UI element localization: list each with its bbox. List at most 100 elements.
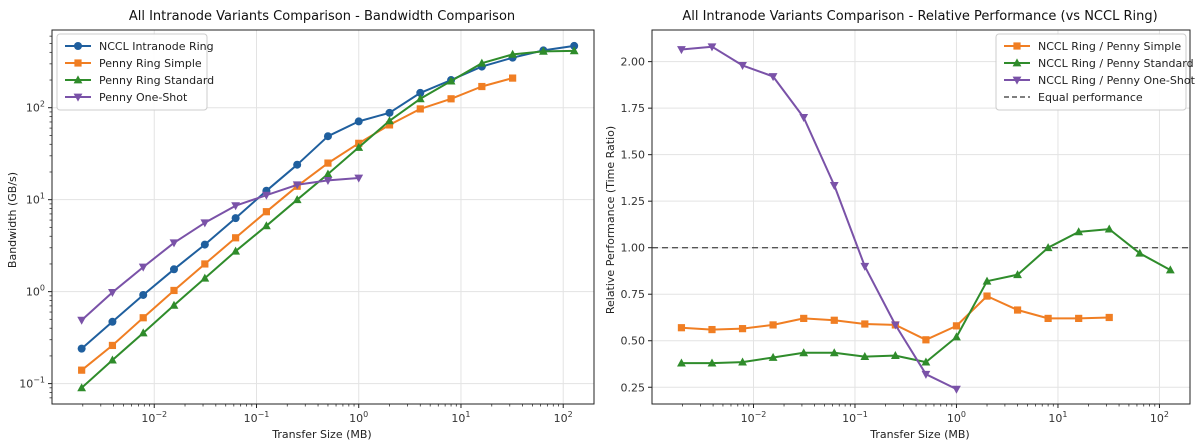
- data-point: [138, 263, 148, 272]
- data-point: [1105, 313, 1113, 322]
- y-tick-label: 102: [26, 100, 45, 115]
- data-point: [1044, 314, 1052, 323]
- legend-box: [995, 33, 1187, 111]
- data-point: [861, 320, 869, 328]
- data-point: [108, 289, 117, 298]
- series-penny-one-shot: [77, 174, 364, 325]
- bandwidth-y-axis-label: Bandwidth (GB/s): [6, 172, 19, 268]
- data-point: [231, 214, 240, 223]
- data-point: [200, 273, 210, 282]
- data-point: [829, 181, 839, 190]
- data-point: [1013, 270, 1022, 279]
- legend-box: [56, 33, 208, 111]
- x-tick-label: 101: [451, 410, 470, 425]
- y-tick-label: 1.25: [621, 195, 646, 208]
- data-point: [738, 61, 747, 70]
- x-tick-label: 100: [349, 410, 368, 425]
- series-nccl-ring-penny-one-shot: [677, 43, 961, 394]
- bandwidth-chart: All Intranode Variants Comparison - Band…: [6, 9, 595, 441]
- x-tick-label: 10−2: [741, 410, 767, 425]
- y-tick-label: 0.25: [621, 381, 646, 394]
- x-tick-label: 10−1: [244, 410, 270, 425]
- ticks: 10−2 10−1 100 101 102 10−1 100 101 102: [19, 100, 573, 425]
- data-point: [1013, 306, 1022, 314]
- data-point: [799, 114, 809, 123]
- x-tick-label: 100: [947, 410, 966, 425]
- legend-label: Penny Ring Simple: [99, 57, 202, 70]
- data-point: [677, 358, 686, 367]
- data-point: [170, 286, 178, 295]
- y-tick-label: 101: [26, 192, 45, 207]
- data-point: [293, 160, 302, 169]
- minor-ticks: [49, 35, 559, 407]
- data-point: [354, 142, 364, 151]
- grid: [52, 30, 594, 404]
- data-point: [261, 191, 271, 200]
- data-point: [677, 46, 686, 55]
- data-point: [1075, 314, 1083, 323]
- data-point: [1135, 248, 1145, 257]
- data-point: [200, 219, 210, 228]
- relative-x-axis-label: Transfer Size (MB): [869, 428, 969, 441]
- data-point: [108, 355, 117, 364]
- ticks: 10−2 10−1 100 101 102 0.25 0.50 0.75 1.00 1.25 1.5…: [621, 56, 1169, 425]
- data-point: [138, 328, 148, 337]
- x-tick-label: 102: [554, 410, 573, 425]
- y-tick-label: 1.00: [621, 242, 646, 255]
- relative-y-axis-label: Relative Performance (Time Ratio): [604, 126, 617, 314]
- data-point: [385, 108, 394, 117]
- legend-marker: [1012, 76, 1022, 85]
- data-point: [829, 348, 839, 357]
- data-point: [385, 116, 394, 125]
- data-point: [292, 195, 302, 204]
- legend-marker: [73, 93, 83, 102]
- data-point: [323, 132, 332, 141]
- data-point: [232, 234, 240, 242]
- data-point: [539, 46, 548, 55]
- y-tick-label: 0.50: [621, 335, 646, 348]
- legend-label: NCCL Ring / Penny Simple: [1038, 40, 1181, 53]
- series-nccl-intranode-ring: [77, 41, 579, 353]
- data-point: [707, 358, 717, 367]
- grid: [652, 30, 1190, 404]
- data-point: [262, 208, 270, 216]
- data-point: [477, 58, 487, 67]
- data-point: [708, 325, 716, 334]
- series-penny-ring-standard: [77, 46, 579, 392]
- data-point: [108, 341, 117, 350]
- legend: NCCL Intranode Ring Penny Ring Simple Penn…: [56, 33, 214, 111]
- data-point: [890, 321, 900, 330]
- legend-label: NCCL Ring / Penny Standard: [1038, 57, 1194, 70]
- legend-label: NCCL Ring / Penny One-Shot: [1038, 74, 1196, 87]
- data-point: [324, 159, 332, 167]
- data-point: [292, 181, 302, 190]
- data-point: [139, 290, 148, 299]
- data-point: [108, 317, 117, 326]
- legend-label: Equal performance: [1038, 91, 1143, 104]
- y-tick-label: 0.75: [621, 288, 646, 301]
- x-tick-label: 10−2: [141, 410, 167, 425]
- data-point: [385, 121, 394, 129]
- y-tick-label: 1.75: [621, 102, 646, 115]
- data-point: [952, 322, 961, 330]
- legend: NCCL Ring / Penny Simple NCCL Ring / Penn…: [995, 33, 1196, 111]
- data-point: [323, 169, 333, 178]
- data-point: [77, 383, 87, 392]
- data-point: [983, 292, 991, 300]
- data-point: [860, 262, 870, 271]
- legend-label: Penny Ring Standard: [99, 74, 214, 87]
- data-point: [231, 202, 241, 211]
- data-point: [768, 73, 778, 82]
- data-point: [569, 46, 579, 55]
- data-point: [354, 117, 363, 126]
- data-point: [890, 351, 900, 360]
- data-point: [78, 366, 86, 374]
- legend-marker: [73, 75, 83, 84]
- x-tick-label: 101: [1048, 410, 1067, 425]
- x-tick-label: 102: [1150, 410, 1169, 425]
- data-point: [1104, 224, 1114, 233]
- data-point: [707, 43, 717, 52]
- data-point: [921, 370, 931, 379]
- data-point: [200, 240, 209, 249]
